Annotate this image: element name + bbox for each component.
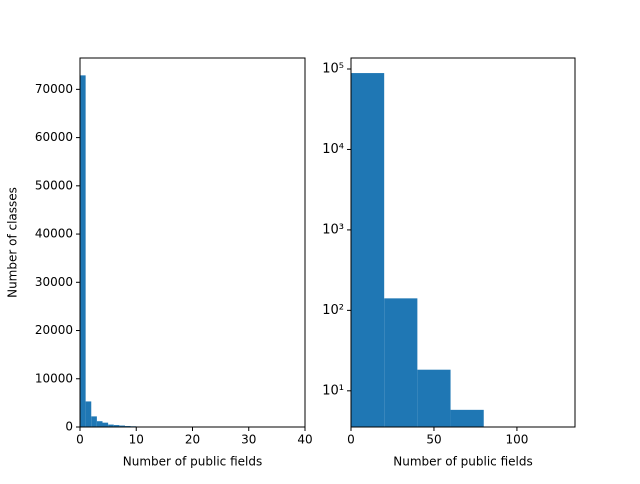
y-axis-label: Number of classes [6, 187, 20, 298]
x-tick-label: 50 [426, 433, 441, 447]
y-tick-label: 10⁴ [322, 142, 344, 157]
x-tick-label: 100 [505, 433, 528, 447]
y-tick-label: 30000 [35, 275, 73, 289]
y-tick-label: 10¹ [322, 383, 344, 398]
y-tick-label: 50000 [35, 178, 73, 192]
y-tick-label: 10000 [35, 371, 73, 385]
y-tick-label: 70000 [35, 82, 73, 96]
y-tick-label: 60000 [35, 130, 73, 144]
x-tick-label: 0 [347, 433, 355, 447]
bar [384, 298, 417, 427]
x-tick-label: 40 [297, 433, 312, 447]
x-tick-label: 0 [76, 433, 84, 447]
bar [103, 423, 109, 427]
bar [97, 421, 103, 427]
y-tick-label: 10² [322, 303, 344, 318]
x-tick-label: 20 [185, 433, 200, 447]
bar [417, 370, 450, 427]
axes-frame [80, 58, 305, 427]
bar [451, 410, 484, 427]
x-axis-label: Number of public fields [393, 455, 532, 469]
x-axis-label: Number of public fields [123, 455, 262, 469]
y-tick-label: 10³ [322, 222, 344, 237]
x-tick-label: 10 [129, 433, 144, 447]
bar [80, 75, 86, 427]
bar [91, 416, 97, 427]
y-tick-label: 40000 [35, 227, 73, 241]
bar [351, 73, 384, 427]
y-tick-label: 0 [65, 420, 73, 434]
x-tick-label: 30 [241, 433, 256, 447]
bar [86, 401, 92, 427]
y-tick-label: 10⁵ [322, 61, 344, 76]
y-tick-label: 20000 [35, 323, 73, 337]
